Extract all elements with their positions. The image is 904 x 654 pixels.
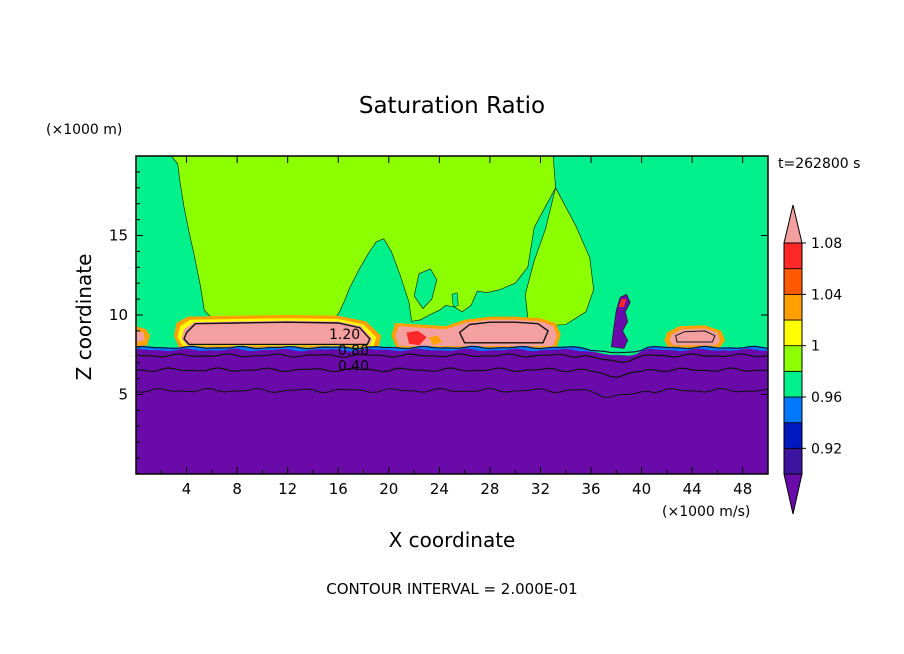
region-supersat-edge-core <box>136 330 145 342</box>
region-subsaturated <box>136 348 768 474</box>
colorbar-band <box>783 422 803 449</box>
x-tick-label: 36 <box>581 480 600 498</box>
region-supersat-red-spot <box>406 330 427 346</box>
region-near-saturation-pocket <box>413 268 438 310</box>
colorbar-triangle-low <box>783 473 803 515</box>
x-tick-label: 4 <box>182 480 192 498</box>
colorbar-label: 1.04 <box>811 287 842 303</box>
colorbar-band <box>783 370 803 398</box>
colorbar-band <box>783 447 803 475</box>
contour-line-0-40 <box>136 367 768 379</box>
x-tick-label: 28 <box>480 480 499 498</box>
colorbar-band <box>783 268 803 295</box>
x-axis-label: X coordinate <box>389 528 516 552</box>
contour-line-1-20 <box>675 330 716 343</box>
y-tick-label: 10 <box>109 306 128 324</box>
y-tick-label: 5 <box>118 386 128 404</box>
colorbar-triangle-high <box>783 204 803 244</box>
y-axis-ticks: 5 10 15 <box>109 171 768 459</box>
x-tick-label: 48 <box>733 480 752 498</box>
region-supersat-orange-spot <box>429 335 442 346</box>
contour-label: 0.80 <box>338 343 369 359</box>
y-unit-label: (×1000 m) <box>46 122 122 138</box>
contour-label: 0.40 <box>338 359 369 375</box>
contour-label: 1.20 <box>329 327 360 343</box>
x-axis-ticks: 4 8 12 16 20 24 28 32 36 40 44 48 <box>160 156 752 498</box>
contour-line-1-00 <box>136 345 768 354</box>
contour-line-1-20 <box>458 321 549 344</box>
colorbar-band <box>783 396 803 424</box>
contour-field: 1.200.800.40 <box>136 156 768 474</box>
x-tick-label: 32 <box>531 480 550 498</box>
x-tick-label: 8 <box>232 480 242 498</box>
colorbar: 1.08 1.04 1 0.96 0.92 <box>783 204 842 515</box>
region-turbulent-column <box>610 293 631 349</box>
contour-line-1-20 <box>183 321 371 346</box>
colorbar-label: 1 <box>811 339 820 355</box>
x-tick-label: 40 <box>632 480 651 498</box>
x-tick-label: 12 <box>278 480 297 498</box>
x-tick-label: 16 <box>329 480 348 498</box>
colorbar-label: 0.92 <box>811 441 842 457</box>
contour-line-lower <box>136 387 768 398</box>
region-turbulent-core <box>618 299 627 307</box>
colorbar-band <box>783 242 803 270</box>
region-supersat-core <box>181 320 373 346</box>
x-tick-label: 24 <box>430 480 449 498</box>
colorbar-frame <box>783 242 803 475</box>
x-tick-label: 44 <box>683 480 702 498</box>
colorbar-band <box>783 319 803 347</box>
colorbar-band <box>783 293 803 321</box>
x-unit-label: (×1000 m/s) <box>662 504 750 520</box>
y-axis-label: Z coordinate <box>72 254 96 381</box>
chart-title: Saturation Ratio <box>359 93 545 119</box>
time-label: t=262800 s <box>778 156 860 172</box>
colorbar-label: 0.96 <box>811 390 842 406</box>
region-above-saturation-plume <box>171 156 556 325</box>
x-tick-label: 20 <box>379 480 398 498</box>
colorbar-band <box>783 345 803 372</box>
footer-contour-interval: CONTOUR INTERVAL = 2.000E-01 <box>326 580 577 598</box>
region-near-saturation-pocket <box>451 292 459 308</box>
y-tick-label: 15 <box>109 227 128 245</box>
colorbar-label: 1.08 <box>811 236 842 252</box>
contour-line-0-80 <box>136 353 768 364</box>
